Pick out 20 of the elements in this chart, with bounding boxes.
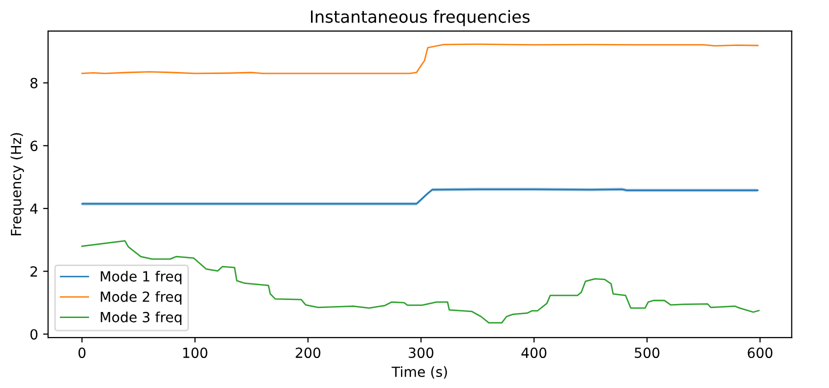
- y-tick-label: 2: [30, 266, 37, 277]
- line-series: [81, 240, 760, 324]
- y-tick-label: 8: [30, 78, 38, 88]
- x-tick-label: 400: [521, 348, 546, 358]
- y-tick-label: 6: [30, 140, 38, 152]
- legend-label: Mode 3 freq: [100, 312, 182, 326]
- legend-label: Mode 2 freq: [100, 291, 182, 305]
- line-series: [81, 44, 758, 74]
- x-tick-label: 0: [78, 348, 86, 358]
- legend-label: Mode 1 freq: [100, 270, 182, 284]
- x-tick-label: 200: [296, 348, 320, 358]
- y-tick-label: 4: [30, 204, 38, 214]
- y-axis-title: Frequency (Hz): [10, 133, 24, 236]
- x-axis-title: Time (s): [392, 366, 447, 379]
- chart-title: Instantaneous frequencies: [310, 10, 530, 26]
- y-tick-label: 0: [30, 329, 38, 340]
- x-tick-label: 300: [408, 348, 434, 358]
- x-tick-label: 500: [634, 348, 660, 358]
- x-tick-label: 100: [183, 348, 208, 358]
- x-tick-label: 600: [748, 348, 772, 358]
